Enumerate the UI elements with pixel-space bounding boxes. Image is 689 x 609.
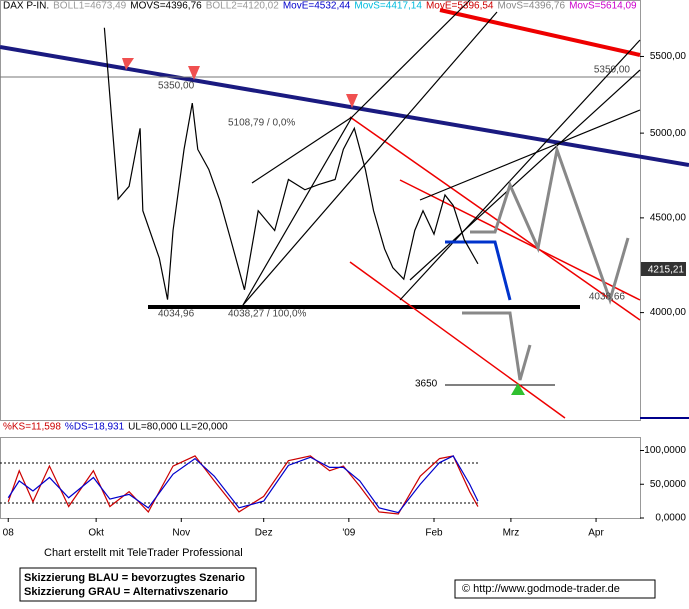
arrow [346, 94, 358, 108]
y-tick-label: 5000,00 [650, 128, 687, 139]
data-line [103, 27, 479, 300]
fan-line [409, 69, 641, 281]
x-tick-label: '09 [342, 528, 355, 539]
y-tick-label: 100,0000 [644, 445, 686, 456]
data-line [7, 455, 479, 514]
header-text: %DS=18,931 [65, 422, 125, 433]
last-price: 4215,21 [648, 265, 685, 276]
fan-line [419, 109, 641, 201]
arrow [122, 58, 134, 70]
scenario-grey [462, 311, 532, 381]
stoch-frame [0, 437, 641, 519]
legend-text: Skizzierung GRAU = Alternativszenario [24, 586, 228, 598]
x-tick-label: 08 [3, 528, 15, 539]
x-tick-label: Apr [588, 528, 604, 539]
header-text: MovS=5614,09 [569, 1, 637, 12]
fan-line [351, 0, 471, 118]
header-text: MovS=4396,76 [498, 1, 566, 12]
header-text: MovE=4532,44 [283, 1, 351, 12]
trend-line [0, 45, 689, 167]
annotation: 4038,27 / 100,0% [228, 309, 307, 320]
header-text: MovS=4417,14 [354, 1, 422, 12]
header-text: UL=80,000 LL=20,000 [128, 422, 228, 433]
scenario-blue [445, 240, 512, 301]
main-frame [0, 0, 641, 421]
legend-box [19, 567, 257, 602]
annotation: 4038,66 [589, 292, 626, 303]
x-tick-label: Mrz [503, 528, 520, 539]
channel-line [399, 179, 641, 301]
annotation: 5108,79 / 0,0% [228, 118, 295, 129]
header-text: DAX P-IN. [3, 1, 49, 12]
y-tick-label: 4500,00 [650, 213, 687, 224]
y-tick-label: 0,0000 [655, 513, 686, 524]
y-tick-label: 50,0000 [650, 479, 687, 490]
channel-line [439, 8, 641, 57]
header-text: MovE=5396,54 [426, 1, 494, 12]
x-tick-label: Dez [255, 528, 273, 539]
x-tick-label: Okt [88, 528, 104, 539]
header-text: BOLL2=4120,02 [206, 1, 280, 12]
header-text: BOLL1=4673,49 [53, 1, 127, 12]
fan-line [251, 116, 353, 184]
annotation: 5350,00 [594, 65, 631, 76]
y-tick-label: 4000,00 [650, 307, 687, 318]
arrow [511, 383, 525, 395]
channel-line [349, 261, 566, 419]
arrow [188, 66, 200, 80]
x-tick-label: Feb [425, 528, 443, 539]
channel-line [349, 116, 641, 321]
fan-line [242, 116, 353, 306]
annotation: 5350,00 [158, 81, 195, 92]
y-tick-label: 5500,00 [650, 51, 687, 62]
scenario-grey [470, 144, 630, 305]
annotation: 3650 [415, 379, 438, 390]
copyright-box [454, 579, 656, 599]
x-tick-label: Nov [172, 528, 190, 539]
last-price-box [641, 262, 686, 276]
legend-text: Skizzierung BLAU = bevorzugtes Szenario [24, 572, 245, 584]
fan-line [242, 11, 498, 306]
credit: Chart erstellt mit TeleTrader Profession… [44, 547, 243, 559]
fan-line [399, 39, 641, 301]
header-text: %KS=11,598 [3, 422, 61, 433]
annotation: 4034,96 [158, 309, 195, 320]
header-text: MOVS=4396,76 [130, 1, 202, 12]
copyright: © http://www.godmode-trader.de [462, 583, 620, 595]
